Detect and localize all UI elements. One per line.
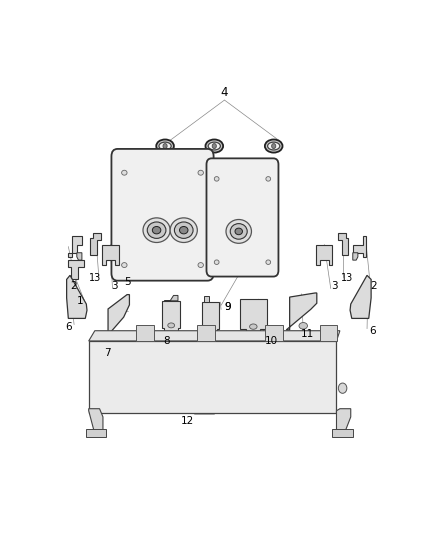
Polygon shape <box>88 330 340 341</box>
Ellipse shape <box>266 176 271 181</box>
Ellipse shape <box>174 222 193 238</box>
Polygon shape <box>332 429 353 437</box>
Ellipse shape <box>163 143 167 149</box>
Ellipse shape <box>122 263 127 268</box>
Polygon shape <box>67 260 84 279</box>
Polygon shape <box>353 236 366 257</box>
Text: 6: 6 <box>66 321 72 332</box>
Ellipse shape <box>299 322 307 329</box>
Ellipse shape <box>235 228 243 235</box>
Polygon shape <box>265 325 283 341</box>
Ellipse shape <box>156 140 174 152</box>
Ellipse shape <box>159 142 171 150</box>
Polygon shape <box>316 245 332 265</box>
Polygon shape <box>67 276 87 318</box>
Text: 10: 10 <box>265 336 278 346</box>
Polygon shape <box>350 276 371 318</box>
Ellipse shape <box>152 227 161 234</box>
Text: 12: 12 <box>180 416 194 426</box>
Polygon shape <box>104 295 129 340</box>
Ellipse shape <box>339 383 347 393</box>
Ellipse shape <box>143 218 170 243</box>
Ellipse shape <box>212 143 216 149</box>
Ellipse shape <box>226 220 251 243</box>
Ellipse shape <box>180 227 188 234</box>
Ellipse shape <box>198 263 203 268</box>
Text: 3: 3 <box>111 281 117 292</box>
Polygon shape <box>202 302 219 333</box>
Ellipse shape <box>205 140 223 152</box>
Ellipse shape <box>250 324 257 329</box>
Ellipse shape <box>168 323 175 328</box>
Polygon shape <box>68 236 82 257</box>
FancyBboxPatch shape <box>206 158 279 277</box>
Polygon shape <box>320 325 337 341</box>
Polygon shape <box>353 253 358 260</box>
Polygon shape <box>162 301 180 332</box>
Ellipse shape <box>266 260 271 264</box>
Polygon shape <box>88 341 336 413</box>
Polygon shape <box>197 325 215 341</box>
Ellipse shape <box>214 176 219 181</box>
Ellipse shape <box>268 142 280 150</box>
Polygon shape <box>90 233 101 255</box>
Polygon shape <box>77 253 82 260</box>
Ellipse shape <box>265 140 283 152</box>
Text: 5: 5 <box>124 277 131 287</box>
Ellipse shape <box>170 218 197 243</box>
Polygon shape <box>164 295 178 301</box>
Polygon shape <box>102 245 119 265</box>
Polygon shape <box>86 429 106 437</box>
Ellipse shape <box>230 224 247 239</box>
Polygon shape <box>286 293 317 330</box>
Text: 9: 9 <box>225 302 231 312</box>
Ellipse shape <box>147 222 166 238</box>
Polygon shape <box>205 296 209 302</box>
Text: 13: 13 <box>88 273 101 283</box>
Ellipse shape <box>122 170 127 175</box>
Polygon shape <box>338 233 348 255</box>
Text: 8: 8 <box>163 336 170 346</box>
Text: 7: 7 <box>104 348 111 358</box>
Polygon shape <box>136 325 154 341</box>
Text: 1: 1 <box>77 296 84 306</box>
Text: 9: 9 <box>225 302 231 312</box>
Polygon shape <box>336 409 351 430</box>
Ellipse shape <box>208 142 220 150</box>
Text: 2: 2 <box>371 281 377 292</box>
Text: 11: 11 <box>301 329 314 339</box>
Text: 2: 2 <box>70 281 77 292</box>
Text: 4: 4 <box>221 86 228 99</box>
Ellipse shape <box>272 143 276 149</box>
Text: 13: 13 <box>341 273 353 283</box>
Polygon shape <box>88 409 103 430</box>
Text: 6: 6 <box>369 326 375 336</box>
Ellipse shape <box>214 260 219 264</box>
Text: 3: 3 <box>332 281 338 292</box>
FancyBboxPatch shape <box>111 149 214 281</box>
Ellipse shape <box>198 170 203 175</box>
Polygon shape <box>240 299 267 333</box>
